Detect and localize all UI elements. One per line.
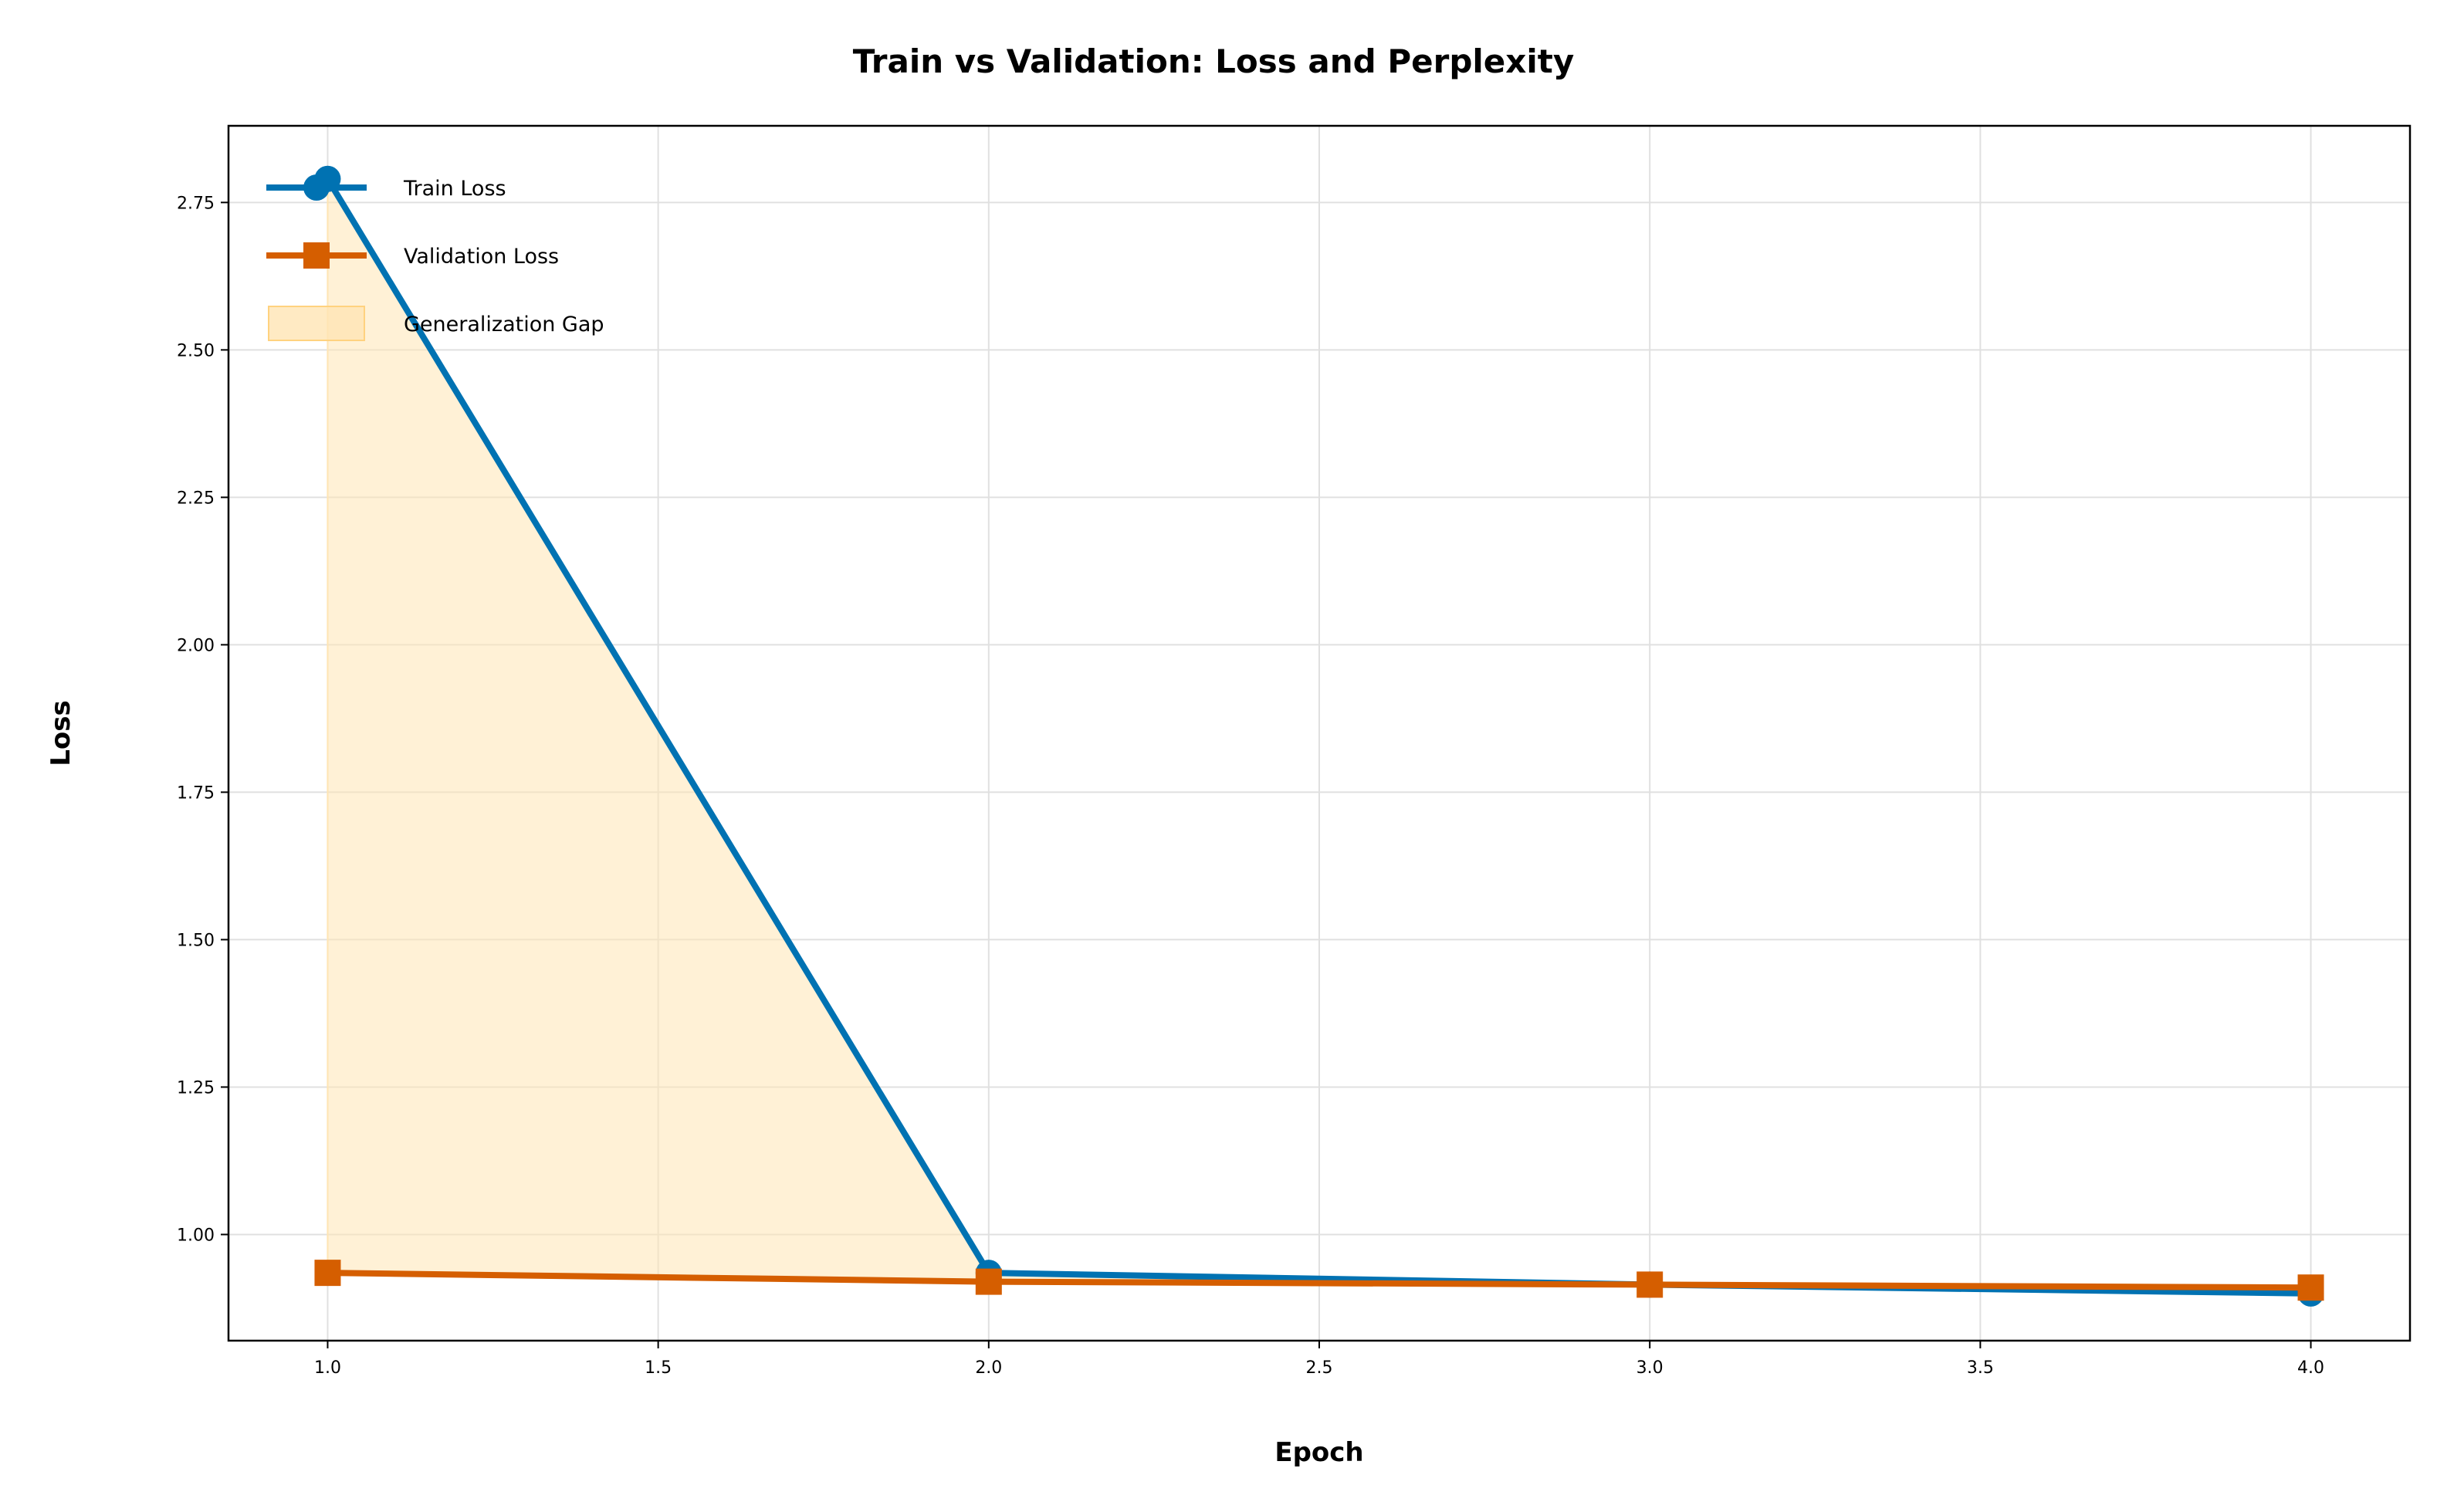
legend-validation-loss-marker xyxy=(303,242,330,269)
y-tick-label: 1.25 xyxy=(177,1078,215,1098)
x-tick-label: 1.0 xyxy=(314,1358,341,1378)
y-tick-label: 2.25 xyxy=(177,489,215,508)
legend-train-loss-marker xyxy=(303,174,330,201)
y-tick-label: 1.00 xyxy=(177,1226,215,1245)
y-tick-label: 1.75 xyxy=(177,783,215,803)
legend-gap-swatch xyxy=(268,306,365,341)
x-axis-label: Epoch xyxy=(1274,1437,1363,1468)
validation-loss-point xyxy=(975,1268,1002,1295)
x-tick-label: 2.5 xyxy=(1306,1358,1333,1378)
y-axis-label: Loss xyxy=(46,700,76,766)
y-tick-label: 2.50 xyxy=(177,341,215,360)
x-axis-ticks: 1.0 1.5 2.0 2.5 3.0 3.5 4.0 xyxy=(314,1341,2324,1378)
legend-gap-label: Generalization Gap xyxy=(404,313,604,337)
x-tick-label: 3.5 xyxy=(1967,1358,1994,1378)
chart-title: Train vs Validation: Loss and Perplexity xyxy=(853,42,1574,80)
y-tick-label: 2.75 xyxy=(177,194,215,213)
validation-loss-line xyxy=(327,1270,2311,1291)
y-tick-label: 1.50 xyxy=(177,931,215,950)
validation-loss-point xyxy=(314,1260,341,1287)
x-tick-label: 2.0 xyxy=(975,1358,1002,1378)
legend-validation-loss-label: Validation Loss xyxy=(404,245,559,269)
y-axis-ticks: 1.00 1.25 1.50 1.75 2.00 2.25 2.50 2.75 xyxy=(177,194,228,1245)
validation-loss-point xyxy=(2297,1274,2324,1301)
validation-loss-point xyxy=(1637,1271,1664,1298)
y-tick-label: 2.00 xyxy=(177,636,215,655)
x-tick-label: 3.0 xyxy=(1637,1358,1664,1378)
x-tick-label: 1.5 xyxy=(645,1358,672,1378)
legend-train-loss-label: Train Loss xyxy=(403,177,506,201)
x-tick-label: 4.0 xyxy=(2297,1358,2324,1378)
legend: Train Loss Validation Loss Generalization … xyxy=(266,174,604,341)
series-layer xyxy=(314,165,2324,1307)
